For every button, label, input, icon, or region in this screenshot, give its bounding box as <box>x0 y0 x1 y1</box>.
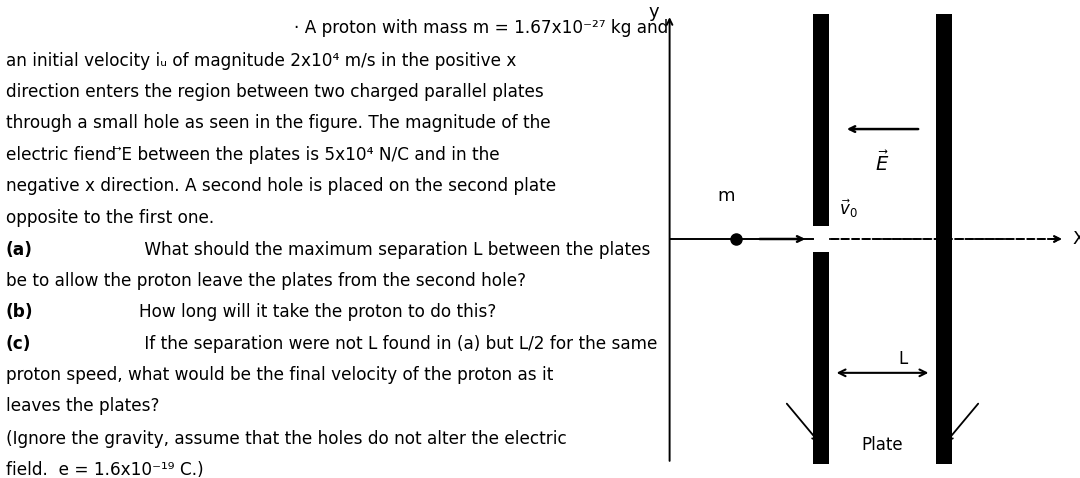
Bar <box>813 252 828 464</box>
Text: · A proton with mass m = 1.67x10⁻²⁷ kg and: · A proton with mass m = 1.67x10⁻²⁷ kg a… <box>294 19 669 37</box>
Text: negative x direction. A second hole is placed on the second plate: negative x direction. A second hole is p… <box>5 177 556 196</box>
Text: What should the maximum separation L between the plates: What should the maximum separation L bet… <box>139 241 651 259</box>
Text: through a small hole as seen in the figure. The magnitude of the: through a small hole as seen in the figu… <box>5 114 551 132</box>
Bar <box>936 14 951 464</box>
Text: leaves the plates?: leaves the plates? <box>5 397 159 415</box>
Text: (c): (c) <box>5 335 31 353</box>
Text: $\vec{v}_0$: $\vec{v}_0$ <box>839 197 858 220</box>
Text: field.  e = 1.6x10⁻¹⁹ C.): field. e = 1.6x10⁻¹⁹ C.) <box>5 461 203 478</box>
Text: m: m <box>717 187 734 205</box>
Text: be to allow the proton leave the plates from the second hole?: be to allow the proton leave the plates … <box>5 272 526 290</box>
Text: (a): (a) <box>5 241 32 259</box>
Text: y: y <box>649 3 659 21</box>
Text: $\vec{E}$: $\vec{E}$ <box>876 151 890 174</box>
Text: Plate: Plate <box>862 435 903 454</box>
Text: direction enters the region between two charged parallel plates: direction enters the region between two … <box>5 83 543 101</box>
Text: (Ignore the gravity, assume that the holes do not alter the electric: (Ignore the gravity, assume that the hol… <box>5 430 567 448</box>
Text: electric fiend ⃗E between the plates is 5x10⁴ N/C and in the: electric fiend ⃗E between the plates is … <box>5 146 500 164</box>
Text: proton speed, what would be the final velocity of the proton as it: proton speed, what would be the final ve… <box>5 366 553 384</box>
Text: How long will it take the proton to do this?: How long will it take the proton to do t… <box>139 304 497 321</box>
Text: an initial velocity iᵤ of magnitude 2x10⁴ m/s in the positive x: an initial velocity iᵤ of magnitude 2x10… <box>5 52 516 70</box>
Text: opposite to the first one.: opposite to the first one. <box>5 209 214 227</box>
Text: If the separation were not L found in (a) but L/2 for the same: If the separation were not L found in (a… <box>139 335 658 353</box>
Text: X: X <box>1072 230 1080 248</box>
Text: (b): (b) <box>5 304 33 321</box>
Bar <box>813 14 828 226</box>
Text: L: L <box>899 350 907 368</box>
